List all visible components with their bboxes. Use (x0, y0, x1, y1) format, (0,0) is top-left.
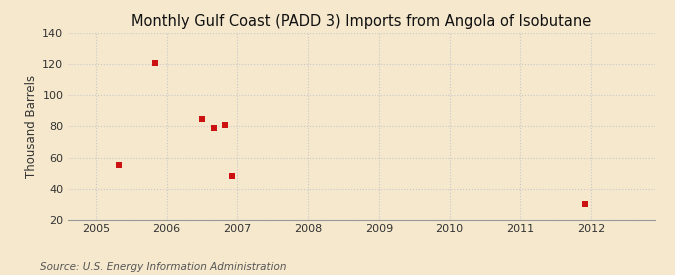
Point (114, 163, 125, 168)
Point (226, 174, 237, 178)
Point (196, 117, 207, 121)
Point (220, 123, 231, 127)
Point (580, 202, 591, 207)
Text: Source: U.S. Energy Information Administration: Source: U.S. Energy Information Administ… (40, 262, 287, 272)
Point (209, 126, 219, 130)
Title: Monthly Gulf Coast (PADD 3) Imports from Angola of Isobutane: Monthly Gulf Coast (PADD 3) Imports from… (131, 14, 591, 29)
Y-axis label: Thousand Barrels: Thousand Barrels (25, 75, 38, 178)
Point (149, 60, 160, 65)
